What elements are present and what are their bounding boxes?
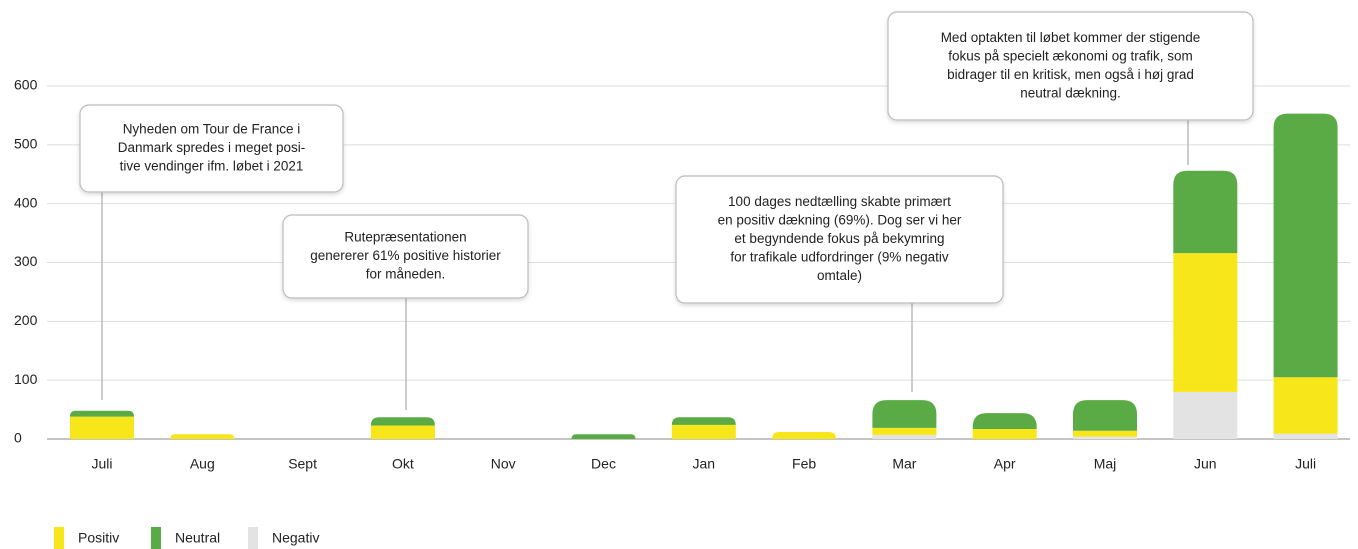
bar-segment [170, 434, 235, 439]
annotation-text: bidrager til en kritisk, men også i høj … [947, 67, 1194, 82]
x-tick-label: Dec [591, 456, 616, 472]
y-tick-label: 600 [14, 77, 38, 93]
y-tick-label: 200 [14, 312, 38, 328]
annotation-text: en positiv dækning (69%). Dog ser vi her [718, 213, 962, 228]
annotation-text: genererer 61% positive historier [310, 248, 501, 263]
legend-label: Positiv [78, 530, 119, 546]
y-tick-label: 500 [14, 136, 38, 152]
annotation-box [79, 104, 344, 193]
annotation-text: 100 dages nedtælling skabte primært [728, 194, 951, 209]
bar-segment [872, 434, 937, 439]
x-tick-label: Juli [91, 456, 112, 472]
y-tick-label: 0 [14, 430, 22, 446]
bar-segment [70, 410, 134, 417]
bar-segment [872, 427, 937, 435]
bar-segment [1273, 377, 1338, 434]
legend-swatch [54, 527, 64, 549]
x-tick-label: Apr [994, 456, 1016, 472]
bar-segment [370, 425, 435, 439]
x-tick-label: Okt [392, 456, 414, 472]
x-tick-label: Juli [1295, 456, 1316, 472]
annotation-text: Med optakten til løbet kommer der stigen… [941, 30, 1201, 45]
bar-segment [1073, 400, 1137, 431]
bar-segment [671, 424, 736, 439]
annotation-text: neutral dækning. [1020, 85, 1121, 100]
x-tick-label: Feb [792, 456, 816, 472]
annotation-text: for måneden. [366, 267, 446, 282]
x-tick-label: Aug [190, 456, 215, 472]
annotation: Med optakten til løbet kommer der stigen… [887, 11, 1254, 165]
annotation-text: fokus på specielt ækonomi og trafik, som [948, 48, 1193, 63]
bar-segment [1173, 170, 1238, 254]
x-tick-label: Mar [892, 456, 916, 472]
y-tick-label: 300 [14, 253, 38, 269]
annotation: 100 dages nedtælling skabte primært en po… [675, 175, 1004, 392]
x-tick-label: Sept [288, 456, 317, 472]
bar-segment [370, 417, 435, 426]
legend-swatch [248, 527, 258, 549]
legend-label: Neutral [175, 530, 220, 546]
bar-segment [1273, 433, 1338, 439]
annotation-text: Rutepræsentationen [344, 230, 466, 245]
annotation-text: Danmark spredes i meget posi- [118, 140, 306, 155]
annotation-box [887, 11, 1254, 121]
bar-segment [571, 434, 636, 439]
annotation-box [282, 214, 529, 299]
bar-segment [1073, 430, 1137, 437]
y-tick-label: 100 [14, 371, 38, 387]
bar-segment [772, 431, 837, 439]
bar-segment [1173, 391, 1238, 439]
annotation-box [675, 175, 1004, 304]
annotation-text: omtale) [817, 268, 862, 283]
x-tick-label: Nov [491, 456, 516, 472]
annotation-text: et begyndende fokus på bekymring [734, 231, 944, 246]
bar-segment [872, 400, 937, 428]
bar-segment [70, 416, 134, 439]
bar-segment [972, 428, 1037, 439]
bar-segment [1073, 436, 1137, 439]
bar-segment [1273, 113, 1338, 378]
legend-label: Negativ [272, 530, 319, 546]
annotation: Rutepræsentationen genererer 61% positive… [282, 214, 529, 410]
bar-segment [1173, 253, 1238, 392]
annotation-text: for trafikale udfordringer (9% negativ [730, 250, 949, 265]
annotation: Nyheden om Tour de France i Danmark spred… [79, 104, 344, 400]
legend-swatch [151, 527, 161, 549]
x-tick-label: Maj [1094, 456, 1117, 472]
y-tick-label: 400 [14, 194, 38, 210]
annotation-text: tive vendinger ifm. løbet i 2021 [120, 159, 304, 174]
bar-segment [972, 413, 1037, 429]
bar-segment [671, 417, 736, 425]
x-tick-label: Jun [1194, 456, 1217, 472]
x-tick-label: Jan [693, 456, 716, 472]
annotation-text: Nyheden om Tour de France i [123, 122, 301, 137]
